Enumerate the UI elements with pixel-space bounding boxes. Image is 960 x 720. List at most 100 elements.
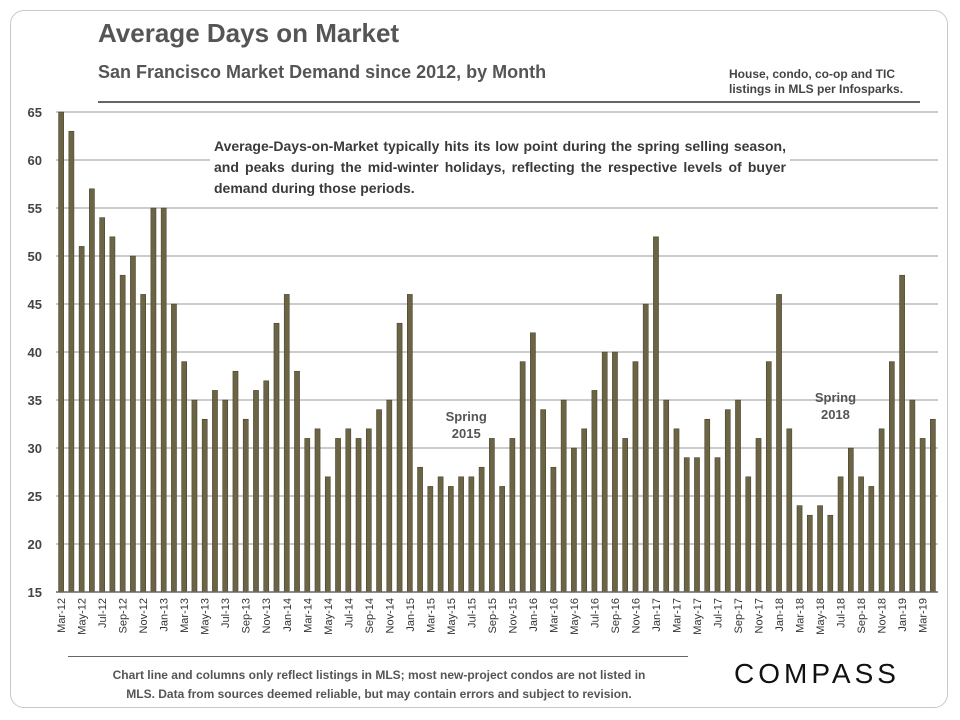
bar	[89, 188, 95, 593]
bar	[273, 322, 280, 593]
y-tick-label: 45	[28, 297, 42, 312]
bar	[663, 399, 670, 593]
y-tick-label: 50	[28, 249, 42, 264]
x-tick-label: Mar-16	[548, 598, 560, 633]
bar	[653, 236, 659, 593]
x-tick-label: May-15	[446, 598, 458, 635]
bar	[848, 447, 854, 593]
bar	[837, 476, 844, 593]
x-tick-label: Mar-15	[425, 598, 437, 633]
footnote-line-2: MLS. Data from sources deemed reliable, …	[126, 687, 632, 701]
y-tick-label: 60	[28, 153, 42, 168]
bar	[181, 361, 188, 593]
bar	[109, 236, 116, 593]
bar	[858, 476, 864, 593]
y-tick-label: 15	[28, 585, 42, 600]
bar	[642, 303, 649, 593]
bar	[376, 409, 382, 593]
callout-line-2: 2015	[452, 426, 481, 441]
bar	[591, 390, 598, 593]
x-tick-label: May-17	[692, 598, 704, 635]
bar	[386, 399, 393, 593]
x-tick-label: Jan-14	[282, 598, 294, 632]
bar	[540, 409, 546, 593]
compass-logo: COMPASS	[734, 658, 900, 689]
bar	[314, 428, 321, 593]
x-tick-label: Sep-18	[856, 598, 868, 633]
bar	[355, 438, 362, 593]
bar	[396, 322, 403, 593]
bar	[878, 428, 885, 593]
bar	[263, 380, 270, 593]
bar	[365, 428, 372, 593]
bar	[150, 207, 157, 593]
bar	[632, 361, 639, 593]
source-note: House, condo, co-op and TIC listings in …	[729, 67, 929, 97]
x-tick-label: Nov-14	[384, 598, 396, 633]
bar	[201, 418, 208, 593]
bar	[776, 294, 782, 593]
bar	[827, 514, 834, 593]
y-tick-label: 35	[28, 393, 42, 408]
bar	[448, 486, 454, 593]
x-tick-label: May-14	[323, 598, 335, 635]
x-tick-label: Nov-17	[754, 598, 766, 633]
x-tick-label: Jan-16	[528, 598, 540, 632]
y-tick-label: 30	[28, 441, 42, 456]
bar	[58, 111, 64, 593]
bar	[191, 399, 198, 593]
bar	[530, 332, 536, 593]
bar	[796, 505, 803, 593]
bar	[222, 399, 229, 593]
x-tick-label: Mar-12	[56, 598, 68, 633]
bar	[601, 351, 608, 593]
bar	[232, 370, 239, 593]
x-tick-label: Jul-12	[97, 598, 109, 628]
bar	[458, 476, 464, 593]
x-tick-label: Jan-18	[774, 598, 786, 632]
bar	[889, 361, 895, 593]
bar	[786, 428, 793, 593]
bar	[140, 294, 146, 593]
x-tick-label: Jan-19	[897, 598, 909, 632]
bar	[283, 294, 290, 593]
bar	[68, 130, 75, 593]
bar	[304, 438, 311, 593]
bar	[345, 428, 352, 593]
bar	[673, 428, 680, 593]
bar	[571, 447, 577, 593]
bar	[581, 428, 587, 593]
bar	[489, 438, 495, 593]
x-tick-label: Jan-13	[159, 598, 171, 632]
bar	[909, 399, 916, 593]
x-tick-label: Sep-17	[733, 598, 745, 633]
bar	[478, 466, 485, 593]
y-axis: 15 20 25 30 35 40 45 50 55 60 65	[28, 105, 42, 600]
callout-line-1: Spring	[815, 390, 856, 405]
x-tick-label: Nov-12	[138, 598, 150, 633]
bar	[212, 390, 218, 593]
bar	[417, 466, 423, 593]
bar	[78, 246, 85, 593]
bar	[324, 476, 331, 593]
x-tick-label: Nov-13	[261, 598, 273, 633]
bar	[119, 274, 126, 593]
header-rule	[98, 101, 920, 103]
x-tick-label: Jan-17	[651, 598, 663, 632]
bar	[437, 476, 444, 593]
bar	[704, 418, 711, 593]
bar	[509, 438, 516, 593]
x-tick-label: May-18	[815, 598, 827, 635]
y-tick-label: 40	[28, 345, 42, 360]
x-tick-label: Jul-18	[836, 598, 848, 628]
bar	[765, 361, 772, 593]
x-tick-label: Nov-16	[630, 598, 642, 633]
chart-annotation: Average-Days-on-Market typically hits it…	[210, 136, 790, 199]
bar	[622, 438, 629, 593]
x-tick-label: Jul-14	[343, 598, 355, 628]
bar	[427, 486, 434, 593]
x-tick-label: Mar-17	[671, 598, 683, 633]
bar	[550, 466, 557, 593]
x-tick-label: Sep-16	[610, 598, 622, 633]
